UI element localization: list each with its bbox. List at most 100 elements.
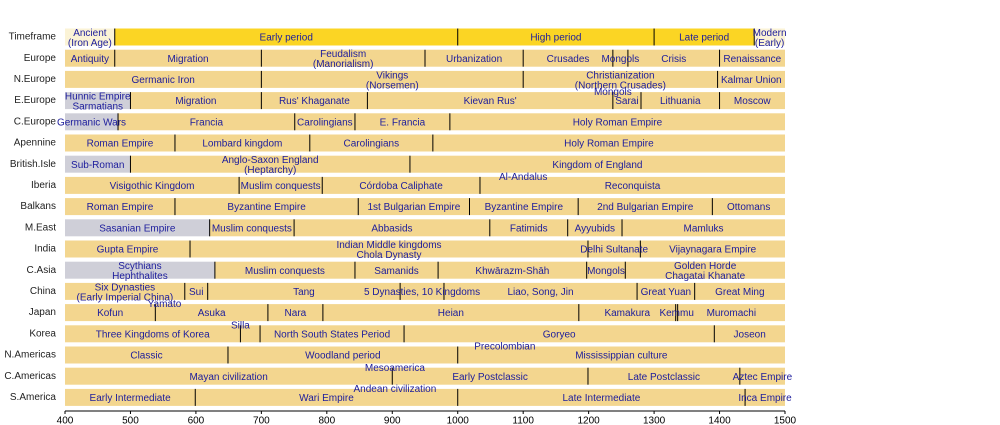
segment-label: Great Yuan bbox=[641, 287, 691, 298]
segment bbox=[367, 92, 613, 110]
segment bbox=[578, 198, 713, 216]
segment bbox=[409, 155, 785, 173]
segment-label: Sasanian Empire bbox=[99, 223, 176, 234]
segment bbox=[261, 49, 425, 67]
segment bbox=[717, 70, 785, 88]
segment-label: Sub-Roman bbox=[71, 160, 124, 171]
segment bbox=[267, 304, 323, 322]
x-tick-label: 400 bbox=[57, 416, 74, 425]
segment-label: North South States Period bbox=[274, 329, 390, 340]
segment bbox=[239, 176, 323, 194]
segment-label: E. Francia bbox=[380, 117, 426, 128]
segment-label: Byzantine Empire bbox=[227, 202, 306, 213]
segment-label: Modern (Early) bbox=[753, 28, 787, 49]
segment bbox=[174, 134, 310, 152]
segment bbox=[65, 388, 196, 406]
note-label: Mesoamerica bbox=[365, 363, 425, 374]
segment bbox=[677, 304, 785, 322]
segment-label: Aztec Empire bbox=[733, 372, 793, 383]
segment-label: Hunnic Empire Sarmatians bbox=[65, 91, 131, 112]
segment-label: Muromachi bbox=[707, 308, 756, 319]
segment bbox=[637, 282, 695, 300]
segment-label: Muslim conquests bbox=[241, 181, 321, 192]
row-label: Japan bbox=[29, 307, 56, 318]
segment-label: Mongols bbox=[587, 266, 625, 277]
segment-label: Khwārazm-Shāh bbox=[475, 266, 549, 277]
segment-label: Scythians Hephthalites bbox=[112, 261, 168, 282]
segment bbox=[118, 113, 295, 131]
segment bbox=[261, 70, 524, 88]
segment bbox=[209, 219, 295, 237]
note-label: Al-Andalus bbox=[499, 172, 547, 183]
segment-label: Classic bbox=[130, 351, 162, 362]
note-label: Andean civilization bbox=[353, 384, 436, 395]
segment-label: Mamluks bbox=[684, 223, 724, 234]
segment-label: Nara bbox=[285, 308, 307, 319]
x-tick-label: 1000 bbox=[447, 416, 470, 425]
segment bbox=[207, 282, 401, 300]
x-tick-label: 1100 bbox=[512, 416, 534, 425]
segment bbox=[489, 219, 568, 237]
segment bbox=[400, 282, 444, 300]
segment-label: Indian Middle kingdoms Chola Dynasty bbox=[336, 240, 441, 261]
segment-label: 5 Dynasties, 10 Kingdoms bbox=[364, 287, 480, 298]
segment-label: Lombard kingdom bbox=[202, 139, 282, 150]
row-label: Apennine bbox=[14, 138, 57, 149]
segment-label: Golden Horde Chagatai Khanate bbox=[665, 261, 746, 282]
segment bbox=[640, 240, 785, 258]
segment-label: Francia bbox=[190, 117, 224, 128]
segment bbox=[65, 240, 191, 258]
segment bbox=[612, 49, 628, 67]
segment bbox=[309, 134, 433, 152]
segment bbox=[622, 219, 785, 237]
segment-label: Germanic Iron bbox=[132, 75, 195, 86]
segment bbox=[65, 367, 393, 385]
segment bbox=[322, 304, 579, 322]
x-tick-label: 900 bbox=[384, 416, 401, 425]
segment-label: Crusades bbox=[547, 54, 590, 65]
row-label: M.East bbox=[25, 222, 56, 233]
segment-label: Late Postclassic bbox=[628, 372, 700, 383]
segment-label: Migration bbox=[175, 96, 216, 107]
segment-label: Antiquity bbox=[71, 54, 109, 65]
row-label: Korea bbox=[29, 328, 56, 339]
segment bbox=[114, 49, 262, 67]
segment-label: Joseon bbox=[734, 329, 766, 340]
segment-label: Roman Empire bbox=[87, 139, 154, 150]
segment-label: Lithuania bbox=[660, 96, 701, 107]
segment bbox=[523, 49, 613, 67]
segment-label: Muslim conquests bbox=[212, 223, 292, 234]
segment bbox=[404, 325, 715, 343]
segment-label: Early Intermediate bbox=[90, 393, 172, 404]
segment bbox=[578, 304, 676, 322]
segment-label: Feudalism (Manorialism) bbox=[313, 49, 374, 70]
segment-label: Delhi Sultanate bbox=[580, 245, 648, 256]
segment bbox=[358, 198, 470, 216]
segment-label: Three Kingdoms of Korea bbox=[96, 329, 210, 340]
segment bbox=[479, 176, 785, 194]
segment bbox=[261, 92, 368, 110]
x-tick-label: 1400 bbox=[708, 416, 731, 425]
segment-label: Kamakura bbox=[604, 308, 650, 319]
segment-label: Abbasids bbox=[371, 223, 412, 234]
x-tick-label: 600 bbox=[188, 416, 205, 425]
segment bbox=[675, 304, 678, 322]
segment-label: Holy Roman Empire bbox=[564, 139, 654, 150]
row-label: India bbox=[34, 244, 56, 255]
x-tick-label: 1500 bbox=[774, 416, 797, 425]
segment bbox=[443, 282, 638, 300]
x-tick-label: 500 bbox=[122, 416, 139, 425]
segment bbox=[65, 304, 156, 322]
segment-label: High period bbox=[530, 33, 581, 44]
segment-label: Christianization (Northern Crusades) bbox=[575, 70, 666, 91]
segment bbox=[65, 113, 119, 131]
segment-label: Mississippian culture bbox=[575, 351, 668, 362]
segment-label: Early Postclassic bbox=[452, 372, 528, 383]
segment-label: Renaissance bbox=[723, 54, 781, 65]
segment-label: Ayyubids bbox=[575, 223, 615, 234]
segment bbox=[587, 367, 740, 385]
segment bbox=[65, 219, 210, 237]
segment-label: Kingdom of England bbox=[552, 160, 642, 171]
row-label: Timeframe bbox=[9, 32, 57, 43]
